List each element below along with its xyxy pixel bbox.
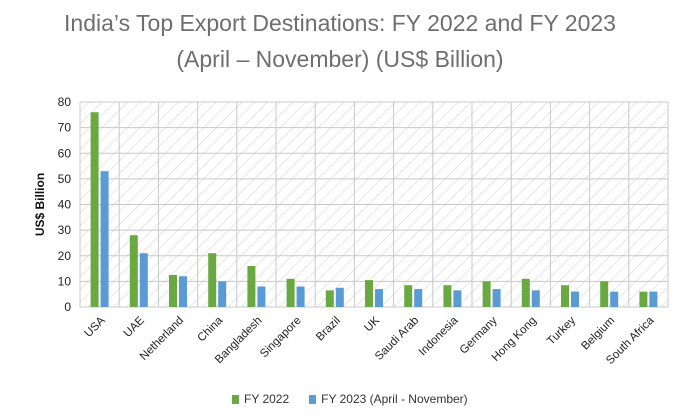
- y-tick-label: 40: [58, 198, 72, 212]
- legend: FY 2022 FY 2023 (April - November): [232, 392, 488, 406]
- legend-label: FY 2023 (April - November): [321, 392, 468, 406]
- bar-fy2023-indonesia: [453, 290, 462, 307]
- bar-fy2022-china: [208, 253, 217, 307]
- y-tick-label: 20: [58, 249, 72, 263]
- bar-fy2022-brazil: [325, 290, 334, 307]
- bar-fy2023-germany: [492, 289, 501, 307]
- legend-item-fy2023: FY 2023 (April - November): [309, 392, 468, 406]
- chart-subtitle: (April – November) (US$ Billion): [176, 46, 504, 72]
- bar-fy2023-brazil: [335, 287, 344, 307]
- bar-fy2023-saudi-arab: [414, 289, 423, 307]
- x-tick-label: Belgium: [579, 315, 617, 353]
- y-tick-label: 80: [58, 95, 72, 109]
- bar-fy2022-uk: [365, 280, 373, 307]
- chart-title: India’s Top Export Destinations: FY 2022…: [64, 10, 616, 36]
- bar-fy2022-belgium: [600, 281, 609, 307]
- bar-fy2023-netherland: [179, 276, 187, 307]
- legend-swatch: [309, 394, 317, 404]
- y-tick-label: 50: [58, 172, 72, 186]
- x-tick-label: USA: [83, 314, 108, 339]
- bar-fy2022-turkey: [561, 285, 569, 307]
- bar-fy2023-usa: [100, 171, 109, 307]
- y-tick-label: 10: [58, 274, 72, 288]
- bar-fy2022-usa: [90, 112, 99, 307]
- x-tick-label: China: [196, 314, 226, 344]
- x-tick-label: Turkey: [545, 314, 578, 347]
- y-tick-label: 70: [58, 121, 72, 135]
- bar-fy2023-belgium: [610, 291, 619, 307]
- bar-fy2022-south-africa: [639, 291, 648, 307]
- legend-item-fy2022: FY 2022: [232, 392, 289, 406]
- bar-fy2023-south-africa: [649, 291, 658, 307]
- bar-fy2022-bangladesh: [247, 266, 256, 307]
- x-tick-label: UK: [362, 314, 382, 334]
- y-tick-label: 30: [58, 223, 72, 237]
- legend-label: FY 2022: [244, 392, 290, 406]
- bar-fy2022-uae: [129, 235, 138, 307]
- y-axis-label: US$ Billion: [33, 173, 47, 236]
- y-tick-label: 0: [64, 300, 71, 314]
- bar-fy2023-uk: [375, 289, 383, 307]
- bar-fy2023-china: [218, 281, 227, 307]
- x-tick-label: Indonesia: [417, 314, 461, 358]
- legend-swatch: [232, 394, 239, 404]
- bar-fy2023-uae: [139, 253, 148, 307]
- y-tick-label: 60: [58, 146, 72, 160]
- bar-fy2022-saudi-arab: [404, 285, 413, 307]
- bar-fy2022-germany: [482, 281, 491, 307]
- bar-fy2022-singapore: [286, 278, 295, 307]
- bar-fy2023-singapore: [296, 286, 305, 307]
- bar-fy2023-turkey: [571, 291, 579, 307]
- bar-fy2022-netherland: [169, 274, 177, 307]
- x-tick-label: UAE: [122, 314, 147, 339]
- bar-fy2023-bangladesh: [257, 286, 266, 307]
- bar-fy2023-hong-kong: [531, 290, 540, 307]
- bar-fy2022-hong-kong: [521, 278, 530, 307]
- x-tick-label: Singapore: [258, 315, 304, 361]
- x-tick-label: Brazil: [314, 315, 343, 344]
- bar-fy2022-indonesia: [443, 285, 452, 307]
